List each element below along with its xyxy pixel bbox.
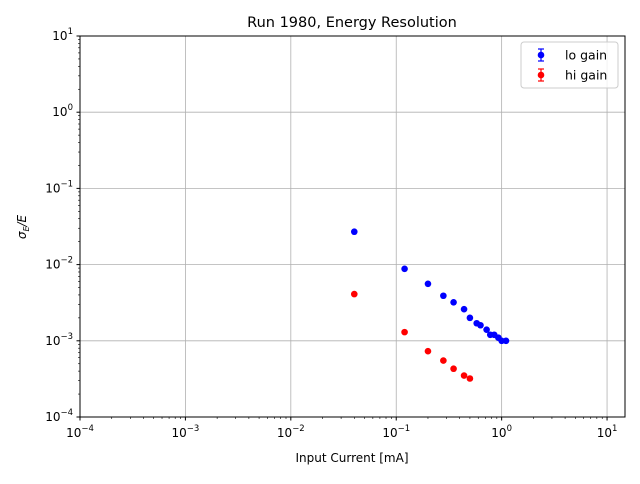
x-tick-label: 100 (491, 424, 512, 440)
plot-frame (79, 35, 626, 418)
data-point (450, 365, 457, 373)
data-point (440, 357, 447, 364)
legend-label: lo gain (565, 48, 607, 63)
data-point (424, 280, 432, 288)
legend: lo gain hi gain (520, 41, 619, 89)
data-point (460, 305, 468, 313)
x-axis: 10−4 10−3 10−2 10−1 100 101 (66, 417, 617, 440)
y-tick-label: 10−4 (45, 408, 73, 424)
series-lo-gain (350, 228, 510, 345)
data-point (466, 314, 474, 322)
data-point (401, 328, 408, 336)
chart-title: Run 1980, Energy Resolution (247, 15, 457, 31)
x-tick-label: 10−4 (66, 424, 94, 440)
y-axis: 10−4 10−3 10−2 10−1 100 101 (45, 27, 80, 424)
legend-marker-icon (537, 71, 545, 79)
y-tick-label: 10−3 (45, 332, 73, 348)
x-tick-label: 101 (597, 424, 618, 440)
data-point (424, 347, 432, 355)
x-tick-label: 10−3 (172, 424, 200, 440)
x-tick-label: 10−2 (277, 424, 305, 440)
data-point (401, 265, 408, 273)
data-point (350, 228, 358, 236)
data-point (350, 290, 358, 298)
y-tick-label: 10−2 (45, 256, 73, 272)
data-point (440, 292, 447, 300)
y-axis-label: σE/E (15, 214, 31, 239)
legend-entry: lo gain (537, 48, 607, 63)
x-tick-label: 10−1 (382, 424, 410, 440)
data-point (466, 375, 474, 382)
legend-marker-icon (537, 51, 545, 59)
x-axis-label: Input Current [mA] (295, 451, 408, 465)
y-tick-label: 101 (52, 27, 73, 43)
data-point (460, 372, 468, 379)
data-point (483, 326, 490, 333)
data-points (350, 228, 510, 382)
data-point (502, 337, 510, 345)
data-point (450, 299, 457, 306)
grid (79, 35, 625, 418)
legend-box (520, 41, 619, 89)
y-tick-label: 10−1 (45, 179, 73, 195)
legend-entry: hi gain (537, 68, 607, 83)
legend-label: hi gain (565, 68, 607, 83)
y-tick-label: 100 (52, 103, 73, 119)
series-hi-gain (350, 290, 474, 382)
data-point (477, 321, 484, 329)
